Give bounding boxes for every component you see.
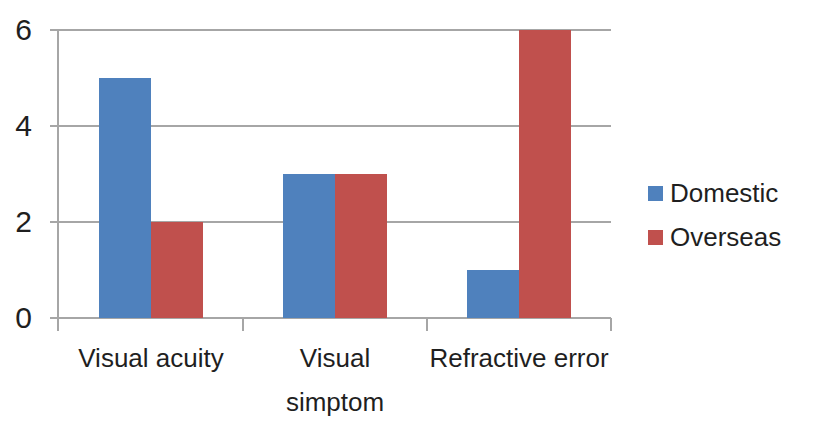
bar-domestic-1 (99, 78, 151, 318)
y-axis-line (57, 30, 59, 331)
legend-swatch-domestic (648, 186, 663, 201)
legend-item-domestic: Domestic (648, 179, 781, 207)
legend-label-overseas: Overseas (670, 222, 781, 253)
y-tick-label-6: 6 (0, 9, 32, 51)
category-label-2: Visual simptom (265, 336, 405, 424)
x-axis-tick (426, 318, 428, 331)
bar-overseas-3 (519, 30, 571, 318)
legend-swatch-overseas (648, 230, 663, 245)
y-tick-label-0: 0 (0, 297, 32, 339)
plot-area (59, 30, 611, 318)
bar-domestic-3 (467, 270, 519, 318)
bar-domestic-2 (283, 174, 335, 318)
category-label-3: Refractive error (414, 336, 624, 380)
x-axis-tick (242, 318, 244, 331)
y-tick-label-2: 2 (0, 201, 32, 243)
bar-overseas-1 (151, 222, 203, 318)
legend: Domestic Overseas (648, 179, 781, 267)
y-axis-tick-labels: 0 2 4 6 (0, 0, 32, 430)
y-tick-label-4: 4 (0, 105, 32, 147)
bar-chart: 0 2 4 6 Visual acuity Visual simptomRefracti… (0, 0, 827, 430)
bar-overseas-2 (335, 174, 387, 318)
x-axis-tick (610, 318, 612, 331)
legend-label-domestic: Domestic (670, 178, 778, 209)
legend-item-overseas: Overseas (648, 223, 781, 251)
category-label-1: Visual acuity (51, 336, 251, 380)
